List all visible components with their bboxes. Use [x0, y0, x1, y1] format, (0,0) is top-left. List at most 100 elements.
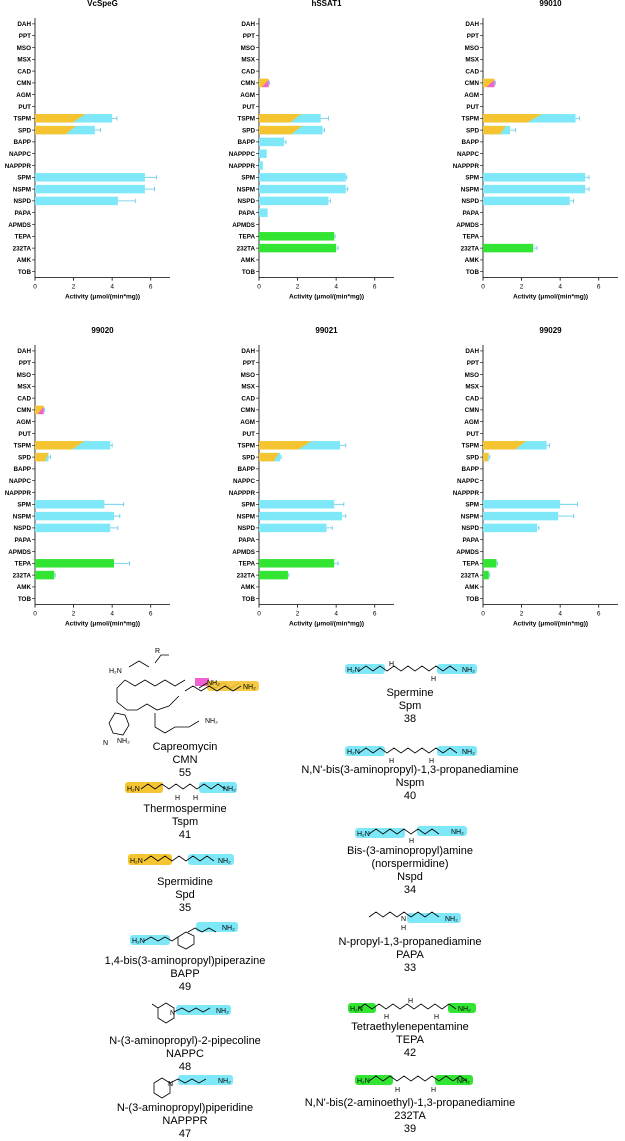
bar [259, 184, 346, 194]
svg-text:H: H [431, 1087, 436, 1094]
activity-charts: VcSpeG 0 2 4 6 Activity (μmol/(min*mg)) DAH PPT… [5, 0, 618, 628]
y-tick-label: NAPPC [457, 478, 479, 485]
bar [259, 149, 267, 158]
y-tick-label: SPM [17, 502, 31, 509]
structure-tepa: H₂N NH₂ H H H [348, 998, 476, 1021]
bar [483, 196, 570, 206]
bar [259, 232, 335, 241]
y-tick-label: AGM [16, 419, 31, 426]
bar [35, 523, 111, 533]
y-tick-label: SPD [242, 454, 255, 461]
bar [259, 511, 342, 521]
chart-panel: 99020 0 2 4 6 Activity (μmol/(min*mg)) DAH PPT M… [5, 326, 170, 628]
y-tick-label: PUT [18, 431, 31, 438]
x-axis-label: Activity (μmol/(min*mg)) [513, 621, 588, 628]
y-tick-label: AMK [241, 257, 256, 264]
y-tick-label: NSPD [462, 198, 480, 205]
svg-text:NH₂: NH₂ [223, 786, 236, 793]
y-tick-label: SPM [241, 502, 255, 509]
bar-yellow-segment [35, 114, 86, 123]
svg-text:H₂N: H₂N [132, 938, 145, 945]
y-tick-label: SPD [466, 454, 479, 461]
x-tick-label: 6 [597, 284, 601, 291]
bar [259, 559, 335, 568]
y-tick-label: BAPP [238, 466, 256, 473]
y-tick-label: NSPM [237, 513, 255, 520]
svg-text:N: N [103, 740, 108, 747]
x-tick-label: 6 [597, 611, 601, 618]
y-tick-label: MSX [17, 57, 31, 64]
y-tick-label: TOB [242, 596, 256, 603]
bar [259, 243, 337, 253]
y-tick-label: NSPD [238, 525, 256, 532]
y-tick-label: SPM [241, 175, 255, 182]
svg-text:NH₂: NH₂ [458, 1006, 471, 1013]
y-tick-label: BAPP [462, 466, 480, 473]
bar [259, 173, 346, 182]
y-tick-label: PUT [466, 104, 479, 111]
x-tick-label: 0 [257, 284, 261, 291]
svg-text:NH₂: NH₂ [462, 667, 475, 674]
y-tick-label: CMN [465, 80, 480, 87]
y-tick-label: NAPPC [457, 151, 479, 158]
structure-legend: NH₂ NH₂ H₂N R N NH₂ NH₂ Capreomycin CMN 55… [0, 645, 625, 1140]
y-tick-label: SPD [466, 127, 479, 134]
bar-yellow-segment [483, 452, 489, 462]
y-tick-label: NSPM [461, 186, 479, 193]
y-tick-label: PAPA [238, 537, 255, 544]
x-axis-label: Activity (μmol/(min*mg)) [289, 294, 364, 301]
svg-text:NH₂: NH₂ [243, 684, 256, 691]
y-tick-label: APMDS [456, 549, 479, 556]
svg-text:H₂N: H₂N [347, 667, 360, 674]
y-tick-label: MSO [17, 45, 31, 52]
svg-text:H: H [409, 838, 414, 845]
bar [35, 570, 55, 580]
y-tick-label: MSX [241, 57, 255, 64]
y-tick-label: AGM [16, 92, 31, 99]
y-tick-label: NSPM [13, 186, 31, 193]
y-tick-label: DAH [17, 348, 31, 355]
bar-magenta-segment [37, 406, 44, 415]
y-tick-label: 232TA [237, 572, 256, 579]
y-tick-label: MSX [17, 384, 31, 391]
svg-text:H: H [389, 758, 394, 765]
x-tick-label: 6 [373, 611, 377, 618]
y-tick-label: CMN [17, 80, 32, 87]
chart-title: 99010 [539, 0, 562, 8]
y-tick-label: 232TA [237, 245, 256, 252]
y-tick-label: NAPPPR [229, 163, 256, 170]
structure-napppr: N NH₂ [153, 1075, 233, 1099]
y-tick-label: CAD [465, 68, 479, 75]
svg-text:H₂N: H₂N [350, 1006, 363, 1013]
y-tick-label: NSPD [14, 198, 32, 205]
y-tick-label: PAPA [462, 210, 479, 217]
y-tick-label: AGM [240, 419, 255, 426]
svg-text:NH₂: NH₂ [451, 829, 464, 836]
y-tick-label: CAD [241, 395, 255, 402]
structure-nspm: H₂N NH₂ H H [345, 746, 477, 765]
x-tick-label: 0 [481, 284, 485, 291]
structure-nappc: N NH₂ [151, 1002, 231, 1024]
y-tick-label: SPM [465, 175, 479, 182]
structure-nspd: H₂N NH₂ H [355, 826, 467, 845]
bar [483, 500, 561, 509]
y-tick-label: TEPA [463, 561, 480, 568]
y-tick-label: AMK [241, 584, 256, 591]
bar [483, 559, 497, 568]
bar [483, 184, 586, 194]
y-tick-label: AMK [17, 584, 32, 591]
y-tick-label: APMDS [8, 549, 31, 556]
caption-papa: N-propyl-1,3-propanediamine PAPA 33 [338, 936, 482, 974]
chart-title: 99029 [539, 326, 562, 335]
y-tick-label: CAD [465, 395, 479, 402]
y-tick-label: PUT [466, 431, 479, 438]
bar [259, 208, 268, 217]
chart-panel: VcSpeG 0 2 4 6 Activity (μmol/(min*mg)) DAH PPT… [5, 0, 170, 301]
y-tick-label: PAPA [14, 537, 31, 544]
x-tick-label: 2 [296, 611, 300, 618]
caption-nspd: Bis-(3-aminopropyl)amine (norspermidine) N… [347, 845, 473, 896]
bar-yellow-segment [35, 125, 76, 135]
svg-text:H: H [434, 1014, 439, 1021]
y-tick-label: NAPPPR [5, 163, 32, 170]
bar [35, 196, 118, 206]
